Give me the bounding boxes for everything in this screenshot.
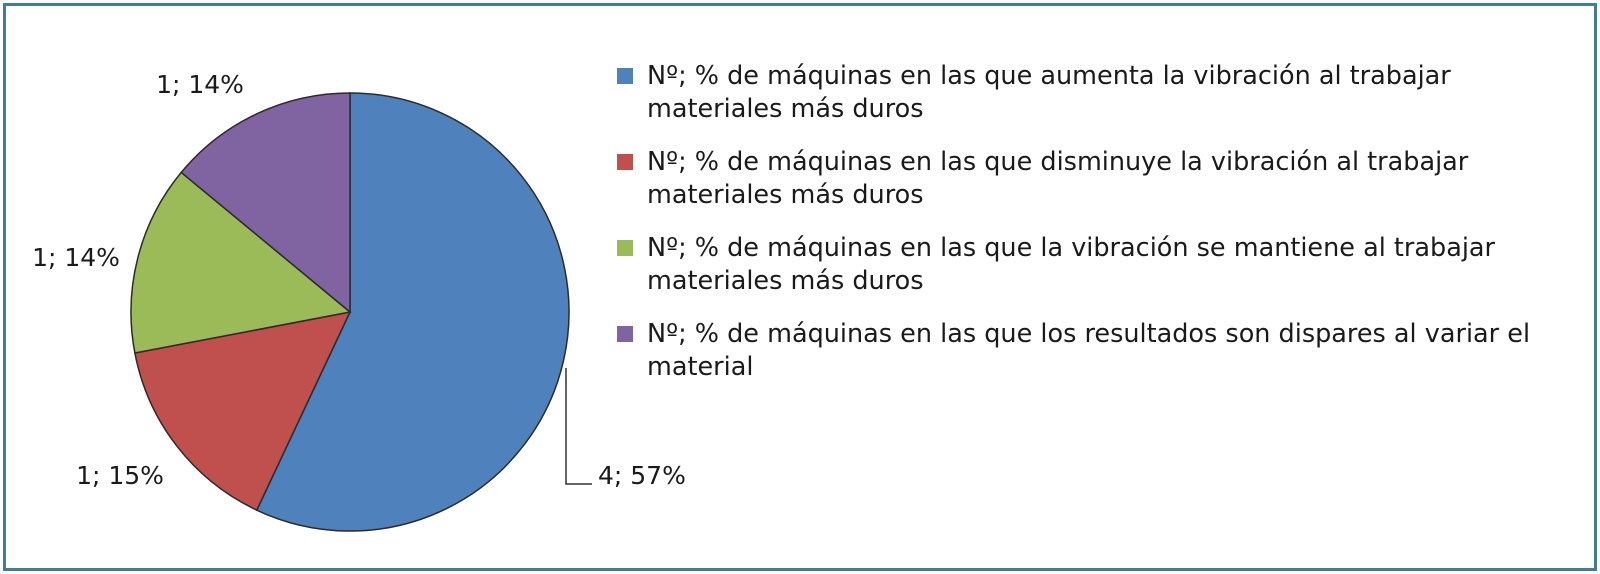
- legend-label-unchanged: Nº; % de máquinas en las que la vibració…: [647, 233, 1496, 296]
- legend-item-increase: Nº; % de máquinas en las que aumenta la …: [617, 60, 1547, 126]
- legend-label-decrease: Nº; % de máquinas en las que disminuye l…: [647, 147, 1469, 210]
- data-label-increase: 4; 57%: [598, 461, 686, 490]
- legend-swatch-decrease: [617, 154, 633, 170]
- legend-label-mixed: Nº; % de máquinas en las que los resulta…: [647, 319, 1531, 382]
- pie-slice-unchanged: [130, 171, 352, 354]
- legend-swatch-increase: [617, 68, 633, 84]
- leader-lines: [565, 368, 592, 485]
- legend: Nº; % de máquinas en las que aumenta la …: [617, 60, 1547, 404]
- legend-item-mixed: Nº; % de máquinas en las que los resulta…: [617, 318, 1547, 384]
- pie-slice-increase: [255, 92, 570, 532]
- legend-item-decrease: Nº; % de máquinas en las que disminuye l…: [617, 146, 1547, 212]
- legend-label-increase: Nº; % de máquinas en las que aumenta la …: [647, 61, 1451, 124]
- data-label-unchanged: 1; 14%: [32, 243, 120, 272]
- data-label-decrease: 1; 15%: [76, 461, 164, 490]
- pie-slice-decrease: [134, 310, 352, 512]
- pie-slice-mixed: [180, 92, 351, 314]
- legend-swatch-mixed: [617, 326, 633, 342]
- legend-item-unchanged: Nº; % de máquinas en las que la vibració…: [617, 232, 1547, 298]
- legend-swatch-unchanged: [617, 240, 633, 256]
- data-label-mixed: 1; 14%: [156, 70, 244, 99]
- pie-slices: [130, 92, 570, 532]
- leader-line-increase: [565, 368, 592, 485]
- data-labels: 4; 57% 1; 15% 1; 14% 1; 14%: [32, 70, 686, 490]
